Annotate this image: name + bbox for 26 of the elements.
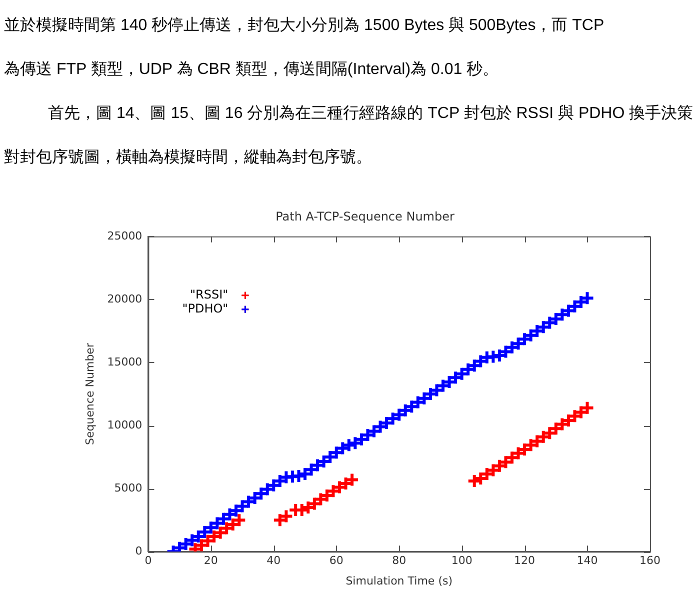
y-tick-label: 25000 [107, 229, 142, 242]
text: 首先，圖 14、圖 15、圖 16 分別為在三種行經路線的 TCP 封包於 RSSI 與 PDHO 換手決策對封包序號圖，橫軸為模擬時間，縱軸為封包序號。 [4, 105, 694, 166]
x-axis-title: Simulation Time (s) [346, 574, 453, 588]
y-tick-label: 15000 [107, 355, 142, 368]
y-tick-label: 10000 [107, 418, 142, 432]
legend-label: "RSSI" [190, 288, 228, 302]
point [580, 400, 595, 416]
chart-title: Path A-TCP-Sequence Number [276, 209, 454, 224]
y-tick-label: 0 [135, 544, 142, 558]
x-tick-label: 0 [144, 554, 152, 568]
point [504, 450, 520, 466]
y-tick-label: 5000 [114, 481, 142, 494]
text: 並於模擬時間第 140 秒停止傳送，封包大小分別為 1500 Bytes 與 500Bytes，而 TCP [4, 16, 606, 36]
x-tick-label: 100 [451, 554, 472, 568]
x-tick-label: 120 [514, 554, 536, 568]
legend-label: "PDHO" [182, 302, 228, 316]
y-tick-label: 20000 [107, 292, 142, 306]
text: 為傳送 FTP 類型，UDP 為 CBR 類型，傳送間隔(Interval)為 0.01 秒。 [4, 60, 500, 80]
x-tick-label: 160 [640, 554, 660, 568]
y-axis-title: Sequence Number [83, 342, 96, 445]
x-tick-label: 80 [392, 554, 406, 568]
point [548, 421, 564, 436]
x-tick-label: 40 [266, 554, 281, 568]
x-tick-label: 60 [329, 554, 344, 568]
x-tick-label: 140 [576, 554, 598, 568]
x-tick-label: 20 [204, 554, 218, 568]
